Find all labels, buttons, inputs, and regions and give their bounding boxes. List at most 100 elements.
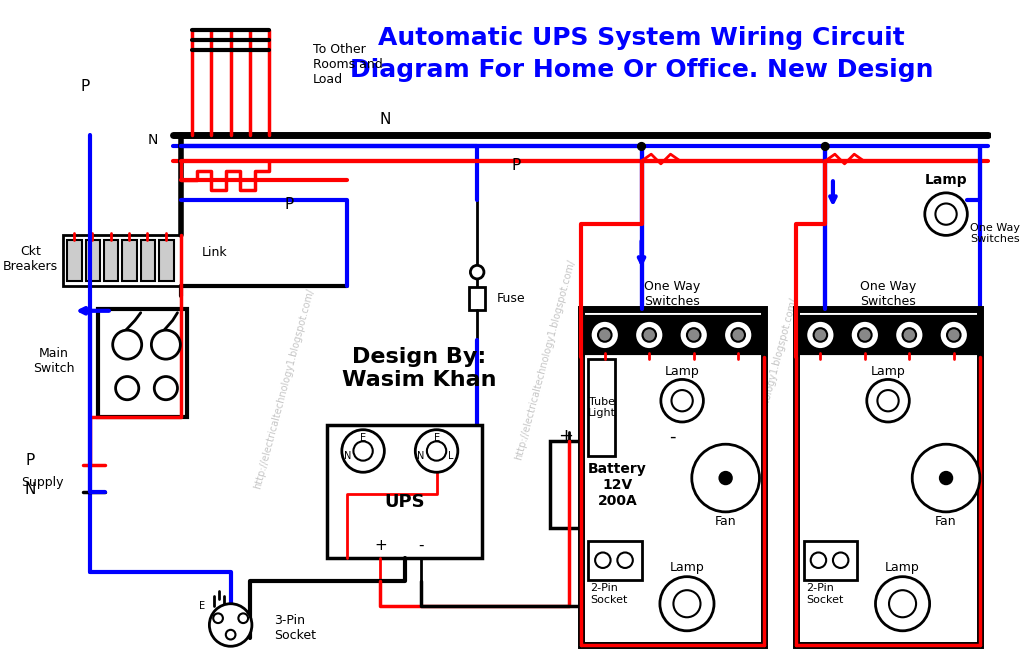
Text: Fan: Fan — [935, 515, 957, 528]
Text: One Way
Switches: One Way Switches — [860, 281, 916, 309]
Text: UPS: UPS — [384, 493, 425, 511]
Text: Tube
Light: Tube Light — [588, 397, 616, 418]
Circle shape — [595, 552, 610, 568]
Bar — [469, 287, 484, 310]
Text: P: P — [511, 158, 520, 173]
Bar — [804, 541, 857, 580]
Bar — [141, 240, 155, 281]
Circle shape — [635, 321, 663, 349]
Text: Diagram For Home Or Office. New Design: Diagram For Home Or Office. New Design — [350, 57, 933, 81]
Text: Battery
12V
200A: Battery 12V 200A — [588, 462, 647, 508]
Text: Lamp: Lamp — [885, 562, 920, 574]
Circle shape — [822, 142, 829, 150]
Circle shape — [470, 265, 484, 279]
Text: Lamp: Lamp — [664, 365, 699, 378]
Text: E: E — [360, 434, 366, 444]
Text: Fuse: Fuse — [497, 292, 525, 305]
Circle shape — [238, 613, 248, 623]
Text: P: P — [81, 79, 90, 94]
Bar — [589, 541, 642, 580]
Text: N: N — [148, 133, 158, 147]
Circle shape — [895, 321, 924, 349]
Text: http://electricaltechnology1.blogspot.com/: http://electricaltechnology1.blogspot.co… — [513, 258, 576, 460]
Circle shape — [660, 576, 714, 631]
Bar — [589, 359, 615, 456]
Text: Lamp: Lamp — [925, 173, 968, 187]
Circle shape — [858, 328, 872, 342]
Text: Main
Switch: Main Switch — [33, 347, 75, 375]
Text: Design By:
Wasim Khan: Design By: Wasim Khan — [342, 347, 497, 390]
Text: http://electricaltechnology1.blogspot.com/: http://electricaltechnology1.blogspot.co… — [736, 297, 799, 499]
Circle shape — [810, 552, 826, 568]
Circle shape — [341, 430, 384, 472]
Circle shape — [925, 193, 968, 235]
Bar — [104, 240, 119, 281]
Text: +: + — [559, 428, 573, 446]
Bar — [796, 317, 980, 353]
Circle shape — [867, 379, 910, 422]
Text: 3-Pin
Socket: 3-Pin Socket — [274, 614, 316, 642]
Text: Automatic UPS System Wiring Circuit: Automatic UPS System Wiring Circuit — [378, 25, 904, 49]
Circle shape — [850, 321, 879, 349]
Bar — [123, 240, 137, 281]
Bar — [67, 240, 82, 281]
Text: To Other
Rooms and
Load: To Other Rooms and Load — [313, 43, 382, 86]
Circle shape — [876, 576, 930, 631]
Bar — [580, 309, 764, 645]
Bar — [580, 317, 764, 353]
Text: http://electricaltechnology1.blogspot.com/: http://electricaltechnology1.blogspot.co… — [252, 287, 316, 490]
Circle shape — [806, 321, 835, 349]
Text: Supply: Supply — [20, 476, 63, 490]
Circle shape — [939, 321, 968, 349]
Circle shape — [427, 442, 447, 461]
Text: L: L — [449, 451, 454, 461]
Text: Lamp: Lamp — [871, 365, 905, 378]
Bar — [98, 309, 187, 417]
Circle shape — [151, 330, 180, 359]
Circle shape — [226, 630, 235, 639]
Text: -: - — [418, 538, 424, 553]
Text: Lamp: Lamp — [669, 562, 704, 574]
Circle shape — [732, 328, 745, 342]
Text: Ckt
Breakers: Ckt Breakers — [3, 244, 58, 273]
Circle shape — [833, 552, 848, 568]
Circle shape — [112, 330, 142, 359]
Circle shape — [598, 328, 611, 342]
Text: N: N — [25, 482, 36, 497]
Text: P: P — [284, 197, 293, 212]
Text: 2-Pin
Socket: 2-Pin Socket — [806, 583, 843, 605]
Circle shape — [415, 430, 458, 472]
Circle shape — [680, 321, 708, 349]
Circle shape — [902, 328, 916, 342]
Text: E: E — [433, 434, 439, 444]
Circle shape — [643, 328, 656, 342]
Text: N: N — [344, 451, 352, 461]
Bar — [86, 240, 100, 281]
Bar — [63, 235, 181, 286]
Text: N: N — [379, 112, 391, 127]
Circle shape — [617, 552, 633, 568]
Bar — [550, 442, 685, 528]
Text: 2-Pin
Socket: 2-Pin Socket — [591, 583, 628, 605]
Circle shape — [687, 328, 700, 342]
Circle shape — [115, 377, 139, 399]
Bar — [796, 309, 980, 645]
Circle shape — [638, 142, 645, 150]
Text: E: E — [198, 601, 204, 611]
Text: -: - — [669, 428, 676, 446]
Bar — [327, 425, 482, 558]
Circle shape — [591, 321, 619, 349]
Circle shape — [354, 442, 373, 461]
Text: One Way
Switches: One Way Switches — [644, 281, 701, 309]
Text: N: N — [417, 451, 425, 461]
Text: One Way
Switches: One Way Switches — [970, 222, 1020, 244]
Circle shape — [719, 472, 732, 484]
Circle shape — [724, 321, 752, 349]
Circle shape — [214, 613, 223, 623]
Circle shape — [661, 379, 703, 422]
Text: P: P — [26, 453, 35, 468]
Circle shape — [692, 444, 759, 512]
Circle shape — [940, 472, 951, 484]
Circle shape — [913, 444, 980, 512]
Text: +: + — [374, 538, 387, 553]
